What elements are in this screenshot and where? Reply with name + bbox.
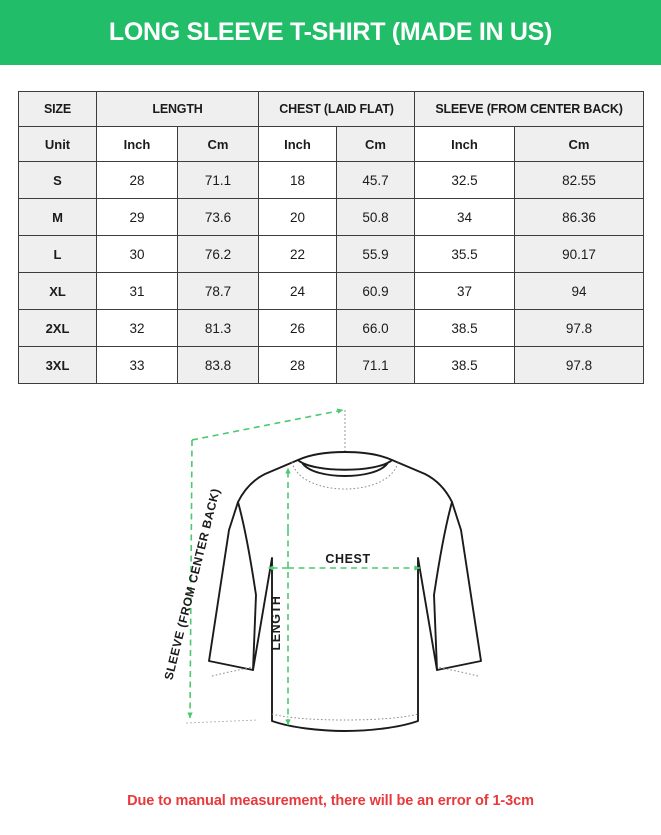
table-unit-header-row: Unit Inch Cm Inch Cm Inch Cm (18, 126, 644, 162)
size-chart-table: SIZE LENGTH CHEST (LAID FLAT) SLEEVE (FR… (18, 91, 644, 384)
cell-chest-inch: 18 (258, 161, 337, 199)
cuff-left-dotted (211, 666, 253, 677)
cell-size: S (18, 161, 97, 199)
cell-length-cm: 78.7 (177, 272, 259, 310)
cell-length-cm: 76.2 (177, 235, 259, 273)
cell-sleeve-cm: 97.8 (514, 346, 644, 384)
cell-size: L (18, 235, 97, 273)
cell-sleeve-inch: 32.5 (414, 161, 515, 199)
unit-header-chest-cm: Cm (336, 126, 415, 162)
table-row: XL 31 78.7 24 60.9 37 94 (18, 272, 644, 310)
cell-size: M (18, 198, 97, 236)
table-group-header-row: SIZE LENGTH CHEST (LAID FLAT) SLEEVE (FR… (18, 91, 644, 127)
garment-body-path (208, 451, 482, 732)
cell-chest-inch: 20 (258, 198, 337, 236)
sleeve-measure-diagonal (191, 408, 344, 441)
cell-size: XL (18, 272, 97, 310)
garment-outline (208, 451, 482, 732)
neck-opening-dotted (291, 461, 399, 490)
cell-chest-cm: 71.1 (336, 346, 415, 384)
cell-chest-cm: 45.7 (336, 161, 415, 199)
cell-size: 2XL (18, 309, 97, 347)
header-banner: LONG SLEEVE T-SHIRT (MADE IN US) (0, 0, 661, 65)
sleeve-right-seam (433, 501, 453, 671)
cell-sleeve-cm: 97.8 (514, 309, 644, 347)
table-row: S 28 71.1 18 45.7 32.5 82.55 (18, 161, 644, 199)
unit-header-unit: Unit (18, 126, 97, 162)
cell-sleeve-inch: 34 (414, 198, 515, 236)
cell-chest-cm: 50.8 (336, 198, 415, 236)
cell-sleeve-inch: 38.5 (414, 309, 515, 347)
table-row: 3XL 33 83.8 28 71.1 38.5 97.8 (18, 346, 644, 384)
collar-inner-path (302, 463, 388, 477)
cell-sleeve-cm: 94 (514, 272, 644, 310)
table-row: L 30 76.2 22 55.9 35.5 90.17 (18, 235, 644, 273)
collar-outer-path (297, 459, 393, 471)
group-header-length: LENGTH (96, 91, 259, 127)
group-header-sleeve: SLEEVE (FROM CENTER BACK) (414, 91, 644, 127)
cell-size: 3XL (18, 346, 97, 384)
cell-chest-inch: 28 (258, 346, 337, 384)
cell-length-inch: 29 (96, 198, 178, 236)
cell-length-inch: 28 (96, 161, 178, 199)
cell-length-cm: 83.8 (177, 346, 259, 384)
unit-header-sleeve-inch: Inch (414, 126, 515, 162)
size-chart-table-container: SIZE LENGTH CHEST (LAID FLAT) SLEEVE (FR… (18, 91, 644, 384)
cell-length-inch: 33 (96, 346, 178, 384)
cell-sleeve-inch: 37 (414, 272, 515, 310)
cell-chest-inch: 26 (258, 309, 337, 347)
bottom-hem-dotted (271, 713, 419, 721)
cell-length-cm: 73.6 (177, 198, 259, 236)
unit-header-length-inch: Inch (96, 126, 178, 162)
cell-chest-inch: 24 (258, 272, 337, 310)
chest-label: CHEST (325, 552, 370, 566)
length-label: LENGTH (269, 596, 283, 651)
garment-diagram-svg: CHEST LENGTH SLEEVE (FROM CENTER BACK) (161, 408, 482, 732)
cell-length-inch: 31 (96, 272, 178, 310)
cell-length-cm: 81.3 (177, 309, 259, 347)
cell-sleeve-cm: 82.55 (514, 161, 644, 199)
cell-length-inch: 30 (96, 235, 178, 273)
cell-length-inch: 32 (96, 309, 178, 347)
cell-sleeve-inch: 38.5 (414, 346, 515, 384)
cuff-baseline-guide (185, 719, 259, 724)
garment-diagram: CHEST LENGTH SLEEVE (FROM CENTER BACK) (0, 380, 661, 770)
sleeve-measure-group (187, 408, 344, 719)
cell-length-cm: 71.1 (177, 161, 259, 199)
sleeve-left-seam (237, 501, 257, 671)
sleeve-measure-vertical (187, 439, 193, 719)
unit-header-length-cm: Cm (177, 126, 259, 162)
cell-chest-inch: 22 (258, 235, 337, 273)
group-header-chest: CHEST (LAID FLAT) (258, 91, 415, 127)
cell-chest-cm: 60.9 (336, 272, 415, 310)
measurement-disclaimer: Due to manual measurement, there will be… (127, 793, 534, 809)
cell-sleeve-cm: 86.36 (514, 198, 644, 236)
cuff-right-dotted (437, 666, 479, 677)
page-title: LONG SLEEVE T-SHIRT (MADE IN US) (108, 18, 553, 46)
table-row: 2XL 32 81.3 26 66.0 38.5 97.8 (18, 309, 644, 347)
table-row: M 29 73.6 20 50.8 34 86.36 (18, 198, 644, 236)
unit-header-sleeve-cm: Cm (514, 126, 644, 162)
unit-header-chest-inch: Inch (258, 126, 337, 162)
cell-chest-cm: 55.9 (336, 235, 415, 273)
cell-sleeve-cm: 90.17 (514, 235, 644, 273)
cell-sleeve-inch: 35.5 (414, 235, 515, 273)
group-header-size: SIZE (18, 91, 97, 127)
cell-chest-cm: 66.0 (336, 309, 415, 347)
